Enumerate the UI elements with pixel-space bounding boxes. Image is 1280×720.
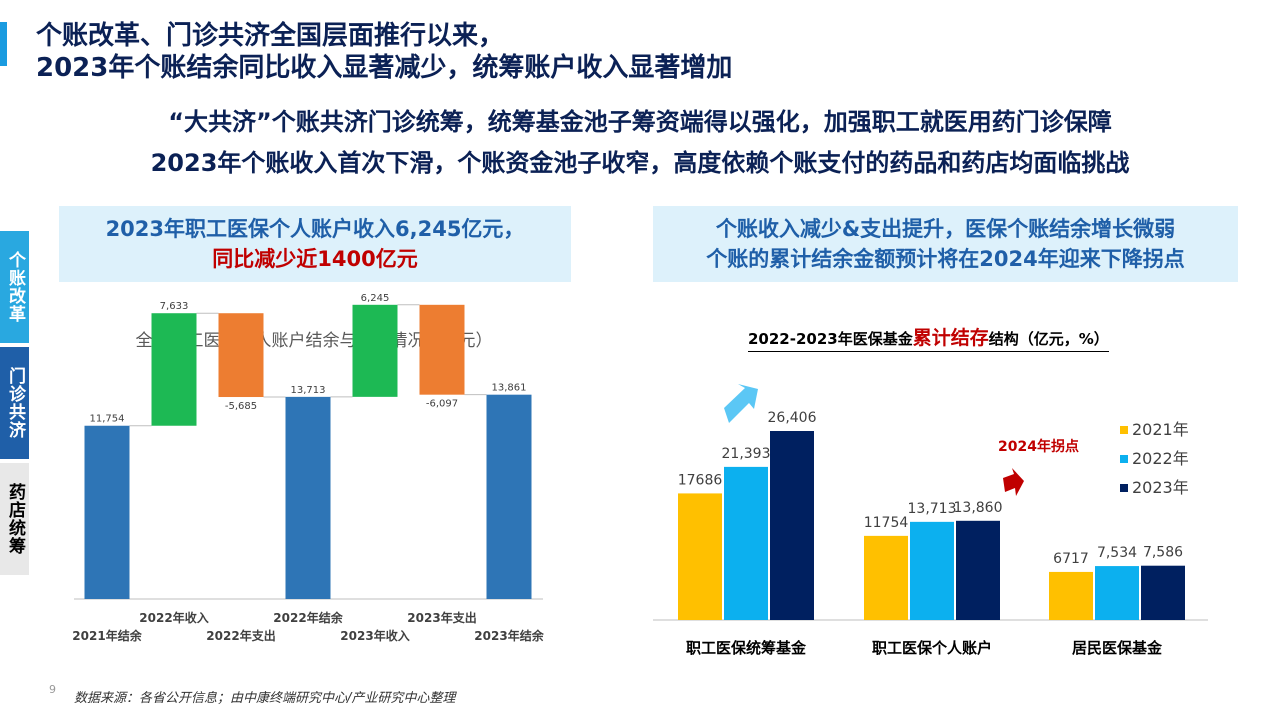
grouped-bar — [1049, 571, 1093, 620]
subtitle-line-1: “大共济”个账共济门诊统筹，统筹基金池子筹资端得以强化，加强职工就医用药门诊保障 — [168, 108, 1112, 136]
waterfall-value-label: -5,685 — [225, 401, 257, 412]
waterfall-bar — [486, 394, 532, 599]
waterfall-bar — [419, 304, 465, 395]
grouped-value-label: 26,406 — [768, 410, 817, 426]
title-line-1: 个账改革、门诊共济全国层面推行以来， — [36, 21, 505, 51]
page-title: 个账改革、门诊共济全国层面推行以来， 2023年个账结余同比收入显著减少，统筹账… — [36, 20, 732, 84]
legend-swatch — [1120, 484, 1128, 492]
waterfall-value-label: -6,097 — [426, 399, 458, 410]
grouped-value-label: 21,393 — [722, 446, 771, 462]
grouped-value-label: 13,860 — [954, 500, 1003, 516]
grouped-value-label: 13,713 — [908, 501, 957, 517]
grouped-value-label: 11754 — [864, 515, 909, 531]
right-summary-line-1: 个账收入减少&支出提升，医保个账结余增长微弱 — [715, 217, 1176, 241]
legend-swatch — [1120, 455, 1128, 463]
grouped-category-label: 职工医保个人账户 — [872, 639, 992, 657]
trend-up-arrow-icon — [724, 384, 758, 423]
right-chart-title: 2022-2023年医保基金累计结存结构（亿元，%） — [748, 323, 1109, 352]
waterfall-value-label: 13,861 — [492, 383, 527, 394]
grouped-bar — [910, 521, 954, 620]
grouped-value-label: 17686 — [678, 472, 723, 488]
source-note: 数据来源：各省公开信息；由中康终端研究中心/产业研究中心整理 — [74, 691, 456, 706]
grouped-bar — [1095, 566, 1139, 620]
page-number: 9 — [49, 683, 56, 696]
legend-swatch — [1120, 426, 1128, 434]
waterfall-category-label: 2022年收入 — [139, 610, 208, 625]
grouped-value-label: 6717 — [1053, 551, 1089, 567]
left-summary-line-1: 2023年职工医保个人账户收入6,245亿元， — [105, 217, 525, 241]
waterfall-bar — [151, 313, 197, 426]
grouped-bar-chart: 17686 21,393 26,406 职工医保统筹基金 1175413,71313,8… — [653, 410, 1208, 657]
waterfall-bar — [84, 425, 130, 599]
right-chart-title-suffix: 结构（亿元，%） — [988, 330, 1109, 348]
grouped-category-label: 职工医保统筹基金 — [686, 639, 807, 657]
waterfall-chart: 11,754 2021年结余 7,633 2022年收入 -5,685 2022年支出 13… — [72, 293, 544, 643]
waterfall-value-label: 11,754 — [90, 414, 125, 425]
waterfall-value-label: 13,713 — [291, 385, 326, 396]
side-tab-account-reform[interactable]: 个账改革 — [0, 231, 29, 343]
grouped-category-label: 居民医保基金 — [1072, 639, 1163, 657]
legend-label: 2022年 — [1132, 449, 1189, 468]
side-tab-pharmacy-pooling[interactable]: 药店统筹 — [0, 463, 29, 575]
waterfall-value-label: 7,633 — [160, 301, 189, 312]
waterfall-category-label: 2022年结余 — [273, 610, 343, 625]
grouped-bar — [956, 520, 1000, 620]
waterfall-category-label: 2021年结余 — [72, 628, 142, 643]
grouped-bar — [678, 493, 722, 620]
turning-point-label: 2024年拐点 — [998, 438, 1079, 455]
title-line-2: 2023年个账结余同比收入显著减少，统筹账户收入显著增加 — [36, 53, 733, 83]
turning-point-arrow-icon — [1003, 468, 1024, 496]
waterfall-bar — [218, 313, 264, 398]
grouped-bar — [724, 466, 768, 620]
waterfall-category-label: 2023年结余 — [474, 628, 544, 643]
left-summary-box: 2023年职工医保个人账户收入6,245亿元， 同比减少近1400亿元 — [59, 206, 571, 282]
waterfall-bar — [352, 304, 398, 397]
side-tab-outpatient-mutual[interactable]: 门诊共济 — [0, 347, 29, 459]
subtitle-line-2: 2023年个账收入首次下滑，个账资金池子收窄，高度依赖个账支付的药品和药店均面临… — [150, 149, 1130, 177]
waterfall-category-label: 2023年收入 — [340, 628, 409, 643]
waterfall-category-label: 2022年支出 — [206, 628, 275, 643]
grouped-bar — [864, 535, 908, 620]
grouped-value-label: 7,534 — [1097, 545, 1137, 561]
right-chart-title-highlight: 累计结存 — [912, 327, 989, 349]
grouped-value-label: 7,586 — [1143, 545, 1183, 561]
grouped-bar — [1141, 565, 1185, 620]
grouped-bar — [770, 431, 814, 620]
waterfall-bar — [285, 396, 331, 599]
left-summary-line-2: 同比减少近1400亿元 — [212, 247, 418, 271]
legend-label: 2021年 — [1132, 420, 1189, 439]
waterfall-value-label: 6,245 — [361, 293, 390, 304]
right-summary-line-2: 个账的累计结余金额预计将在2024年迎来下降拐点 — [706, 247, 1185, 271]
right-summary-box: 个账收入减少&支出提升，医保个账结余增长微弱 个账的累计结余金额预计将在2024… — [653, 206, 1238, 282]
legend-label: 2023年 — [1132, 478, 1189, 497]
title-accent-bar — [0, 22, 7, 66]
right-chart-title-prefix: 2022-2023年医保基金 — [748, 330, 913, 348]
waterfall-category-label: 2023年支出 — [407, 610, 476, 625]
